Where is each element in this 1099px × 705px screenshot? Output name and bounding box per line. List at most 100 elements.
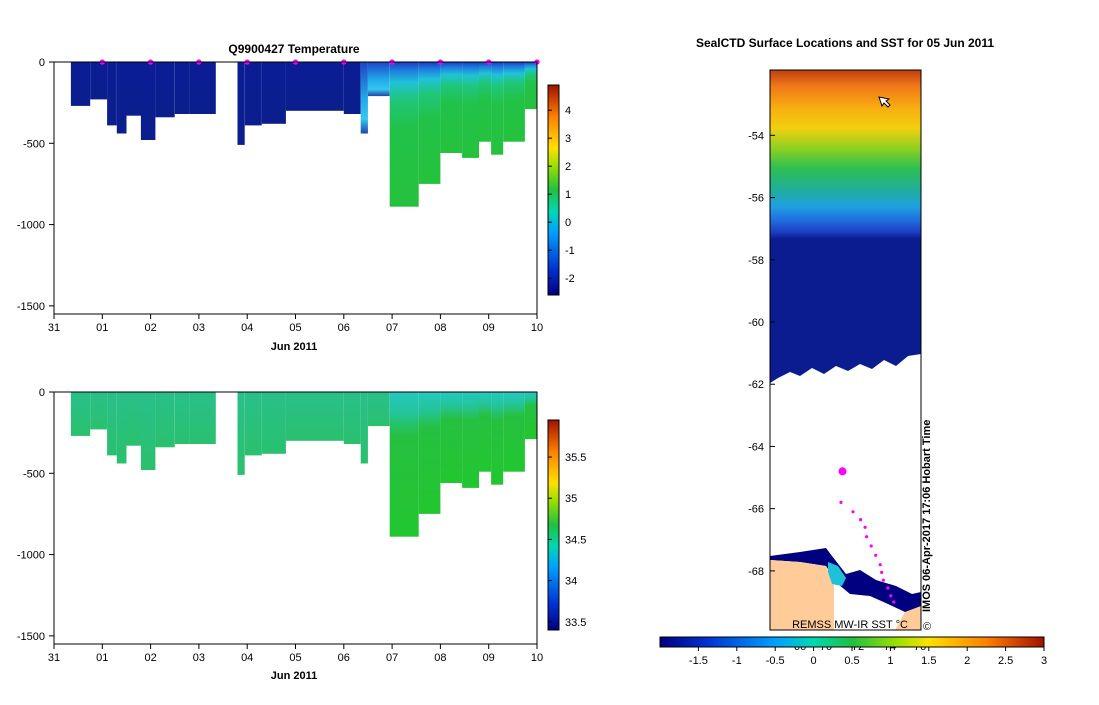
cast-column (116, 392, 127, 464)
track-point (863, 525, 867, 529)
x-tick-label: 01 (96, 652, 108, 664)
cast-column (285, 392, 344, 441)
x-tick-label: 07 (386, 322, 398, 334)
temperature-y-axis: 0 -500 -1000 -1500 (17, 57, 54, 313)
cast-column (107, 62, 117, 126)
antarctic-coast-shelf (770, 548, 921, 612)
temperature-x-axis: 31 01 02 03 04 05 06 07 08 09 10 (48, 314, 543, 334)
sst-tick-label: 0 (811, 655, 817, 667)
cast-column (343, 62, 361, 114)
track-point (880, 570, 884, 575)
sst-tick-label: 2 (964, 655, 970, 667)
cast-column (440, 392, 463, 483)
x-tick-label: 05 (289, 652, 301, 664)
cast-column (524, 62, 537, 110)
cast-column (116, 62, 127, 134)
watermark-text: IMOS 06-Apr-2017 17:06 Hobart Time (921, 420, 933, 612)
cast-column (155, 392, 175, 448)
cast-column (90, 62, 108, 100)
track-point (886, 586, 890, 590)
lat-tick-label: -56 (748, 193, 764, 205)
sst-tick-label: -1 (732, 655, 742, 667)
cast-column (503, 62, 525, 142)
track-point (874, 553, 878, 557)
x-tick-label: 31 (48, 322, 60, 334)
y-tick-label: -1000 (17, 550, 45, 562)
cast-column (261, 392, 286, 454)
cast-column (261, 62, 286, 124)
temperature-panel: Q9900427 Temperature 0-500-1000-1500 31 0… (17, 42, 575, 353)
cast-column (389, 392, 419, 537)
cast-column (479, 392, 492, 472)
y-tick-label: 0 (39, 387, 45, 399)
map-y-axis: -54 -56 -58 -60 -62 -64 -66 -68 (748, 130, 775, 578)
salinity-colorbar (547, 419, 560, 631)
sst-tick-label: -0.5 (766, 655, 785, 667)
map-frame (769, 69, 922, 631)
cast-column (174, 392, 190, 444)
sst-colorbar-ticks: -1.5 -1 -0.5 0 0.5 1 1.5 2 2.5 3 (689, 647, 1047, 667)
temperature-colorbar (547, 84, 560, 296)
y-tick-label: -1500 (17, 301, 45, 313)
lat-tick-label: -54 (748, 130, 764, 142)
x-tick-label: 10 (531, 322, 543, 334)
x-tick-label: 03 (193, 652, 205, 664)
track-point (865, 535, 869, 539)
colorbar-tick-label: 2 (565, 161, 571, 173)
colorbar-tick-label: -2 (565, 273, 575, 285)
colorbar-tick-label: 34 (565, 576, 577, 588)
x-tick-label: 06 (338, 322, 350, 334)
cast-column (237, 62, 245, 145)
track-point (881, 578, 885, 582)
last-position-marker (838, 467, 847, 476)
sst-field (770, 70, 921, 395)
x-tick-label: 04 (241, 322, 253, 334)
cast-column (440, 62, 463, 153)
track-point (869, 544, 873, 548)
salinity-casts (70, 392, 537, 537)
salinity-x-axis: 31 01 02 03 04 05 06 07 08 09 10 (48, 644, 543, 664)
track-point (892, 600, 896, 604)
y-tick-label: -500 (23, 468, 45, 480)
sst-tick-label: 3 (1041, 655, 1047, 667)
x-tick-label: 08 (434, 322, 446, 334)
salinity-x-label: Jun 2011 (271, 670, 317, 682)
x-tick-label: 05 (289, 322, 301, 334)
sst-colorbar (659, 636, 1045, 648)
x-tick-label: 02 (144, 322, 156, 334)
temperature-title: Q9900427 Temperature (228, 42, 360, 56)
x-tick-label: 09 (483, 322, 495, 334)
salinity-y-axis: 0 -500 -1000 -1500 (17, 387, 54, 643)
colorbar-tick-label: 35.5 (565, 452, 586, 464)
x-tick-label: 03 (193, 322, 205, 334)
y-tick-label: -500 (23, 138, 45, 150)
x-tick-label: 06 (338, 652, 350, 664)
cast-column (90, 392, 108, 430)
lat-tick-label: -62 (748, 379, 764, 391)
cast-column (244, 62, 262, 126)
cast-column (107, 392, 117, 456)
colorbar-tick-label: 3 (565, 133, 571, 145)
cast-column (126, 62, 141, 116)
lat-tick-label: -68 (748, 566, 764, 578)
colorbar-tick-label: -1 (565, 245, 575, 257)
lat-tick-label: -58 (748, 255, 764, 267)
sst-tick-label: 1.5 (921, 655, 936, 667)
colorbar-title: REMSS MW-IR SST °C (792, 619, 908, 631)
seal-track (838, 467, 896, 604)
x-tick-label: 08 (434, 652, 446, 664)
cursor-icon (878, 96, 891, 108)
cast-column (389, 62, 419, 207)
land-mass (770, 560, 834, 630)
cast-column (491, 62, 504, 155)
salinity-panel: 0 -500 -1000 -1500 31 01 02 03 04 05 06 07 08 09 10 J… (17, 387, 587, 682)
colorbar-tick-label: 33.5 (565, 617, 586, 629)
cast-column (126, 392, 141, 446)
lat-tick-label: -60 (748, 317, 764, 329)
x-tick-label: 01 (96, 322, 108, 334)
y-tick-label: -1000 (17, 220, 45, 232)
cast-column (462, 62, 479, 158)
cast-column (418, 392, 441, 514)
x-tick-label: 07 (386, 652, 398, 664)
sst-tick-label: 1 (887, 655, 893, 667)
